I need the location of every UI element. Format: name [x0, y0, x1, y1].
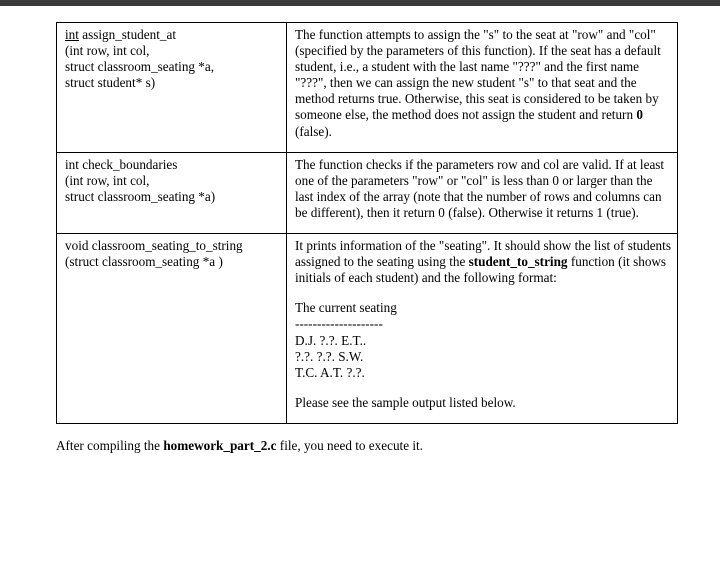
- footer-sentence: After compiling the homework_part_2.c fi…: [56, 424, 678, 454]
- desc-bold: student_to_string: [469, 254, 568, 269]
- footer-text: file, you need to execute it.: [277, 438, 423, 453]
- description-cell: The function attempts to assign the "s" …: [287, 23, 678, 153]
- table-row: int assign_student_at (int row, int col,…: [57, 23, 678, 153]
- function-spec-table: int assign_student_at (int row, int col,…: [56, 22, 678, 424]
- desc-bold: 0: [636, 107, 643, 122]
- document-page: int assign_student_at (int row, int col,…: [0, 6, 720, 454]
- sig-line: void classroom_seating_to_string: [65, 238, 243, 253]
- sig-name: assign_student_at: [79, 27, 176, 42]
- sig-line: struct student* s): [65, 75, 155, 90]
- desc-text: The function attempts to assign the "s" …: [295, 27, 661, 122]
- seating-row: T.C. A.T. ?.?.: [295, 365, 671, 381]
- sig-line: (struct classroom_seating *a ): [65, 254, 223, 269]
- description-cell: The function checks if the parameters ro…: [287, 152, 678, 233]
- desc-footer: Please see the sample output listed belo…: [295, 395, 671, 411]
- seating-row: D.J. ?.?. E.T..: [295, 333, 671, 349]
- sig-line: int check_boundaries: [65, 157, 177, 172]
- desc-text: (false).: [295, 124, 332, 139]
- table-row: void classroom_seating_to_string (struct…: [57, 234, 678, 424]
- sig-keyword: int: [65, 27, 79, 42]
- footer-filename: homework_part_2.c: [163, 438, 276, 453]
- sig-line: (int row, int col,: [65, 173, 149, 188]
- seating-divider: --------------------: [295, 316, 671, 332]
- description-cell: It prints information of the "seating". …: [287, 234, 678, 424]
- sig-line: struct classroom_seating *a): [65, 189, 215, 204]
- table-row: int check_boundaries (int row, int col, …: [57, 152, 678, 233]
- sig-line: struct classroom_seating *a,: [65, 59, 214, 74]
- seating-row: ?.?. ?.?. S.W.: [295, 349, 671, 365]
- desc-text: The function checks if the parameters ro…: [295, 157, 664, 220]
- signature-cell: int assign_student_at (int row, int col,…: [57, 23, 287, 153]
- seating-heading: The current seating: [295, 300, 671, 316]
- signature-cell: int check_boundaries (int row, int col, …: [57, 152, 287, 233]
- signature-cell: void classroom_seating_to_string (struct…: [57, 234, 287, 424]
- footer-text: After compiling the: [56, 438, 163, 453]
- sig-line: (int row, int col,: [65, 43, 149, 58]
